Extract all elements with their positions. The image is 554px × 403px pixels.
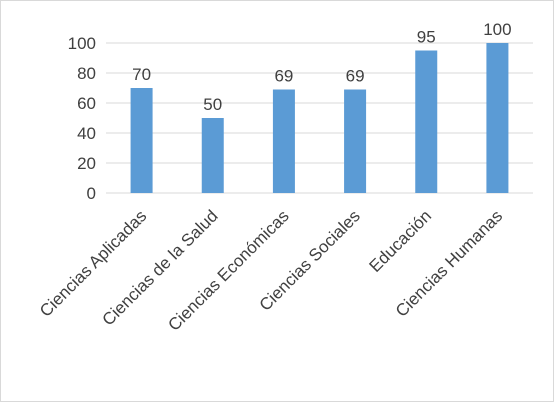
category-label-1: Ciencias de la Salud (99, 206, 222, 329)
y-axis-ticks: 0 20 40 60 80 100 (68, 34, 96, 203)
y-tick-label-4: 80 (77, 64, 96, 83)
data-label-3: 69 (346, 67, 365, 86)
bars (130, 43, 509, 193)
data-label-4: 95 (417, 28, 436, 47)
y-tick-label-1: 20 (77, 154, 96, 173)
data-label-0: 70 (132, 65, 151, 84)
data-label-1: 50 (203, 95, 222, 114)
bar-2 (272, 89, 295, 193)
y-tick-label-5: 100 (68, 34, 96, 53)
category-label-4: Educación (366, 206, 436, 276)
data-label-5: 100 (483, 20, 511, 39)
bar-1 (201, 118, 224, 193)
y-tick-label-3: 60 (77, 94, 96, 113)
y-tick-label-0: 0 (87, 184, 96, 203)
bar-3 (344, 89, 367, 193)
bar-0 (130, 88, 153, 193)
data-label-2: 69 (274, 67, 293, 86)
category-label-2: Ciencias Económicas (164, 206, 292, 334)
bar-4 (415, 50, 438, 193)
data-labels: 70 50 69 69 95 100 (132, 20, 511, 114)
grid-lines (106, 42, 533, 194)
bar-5 (486, 43, 509, 193)
y-tick-label-2: 40 (77, 124, 96, 143)
